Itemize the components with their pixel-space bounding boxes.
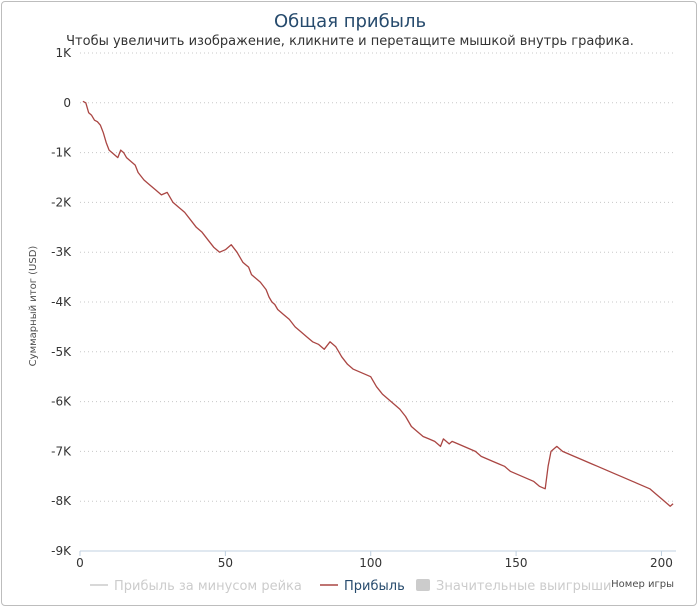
y-tick-label: 0 (63, 96, 71, 110)
y-tick-label: -1K (51, 146, 72, 160)
x-axis-title: Номер игры (611, 579, 674, 590)
grid-lines (80, 52, 676, 552)
chart-title: Общая прибыль (273, 11, 427, 32)
y-tick-label: -2K (51, 195, 72, 209)
y-tick-label: -6K (51, 395, 72, 409)
legend-label: Прибыль (344, 579, 405, 594)
x-tick-label: 100 (359, 556, 382, 570)
y-tick-label: 1K (55, 46, 72, 60)
legend-label: Прибыль за минусом рейка (114, 579, 302, 594)
plot-series (82, 100, 674, 507)
y-tick-label: -7K (51, 444, 72, 458)
x-tick-label: 0 (76, 556, 84, 570)
legend-item-big-wins[interactable]: Значительные выигрыши (416, 579, 611, 594)
chart-subtitle: Чтобы увеличить изображение, кликните и … (66, 34, 634, 49)
legend[interactable]: Прибыль за минусом рейка Прибыль Значитель… (90, 579, 611, 594)
legend-label: Значительные выигрыши (436, 579, 611, 594)
y-axis-title: Суммарный итог (USD) (28, 246, 39, 367)
y-tick-label: -8K (51, 494, 72, 508)
x-axis-ticks: 0 50 100 150 200 (76, 551, 673, 570)
y-tick-label: -4K (51, 295, 72, 309)
y-tick-label: -9K (51, 544, 72, 558)
legend-item-profit-minus-rake[interactable]: Прибыль за минусом рейка (90, 579, 302, 594)
legend-item-profit[interactable]: Прибыль (320, 579, 405, 594)
y-tick-label: -5K (51, 345, 72, 359)
y-tick-label: -3K (51, 245, 72, 259)
x-tick-label: 200 (650, 556, 673, 570)
legend-symbol (416, 579, 430, 591)
y-axis-ticks: 1K 0 -1K -2K -3K -4K -5K -6K -7K -8K -9K (51, 46, 72, 558)
series-line-profit[interactable] (82, 100, 674, 507)
x-tick-label: 50 (218, 556, 233, 570)
x-tick-label: 150 (505, 556, 528, 570)
